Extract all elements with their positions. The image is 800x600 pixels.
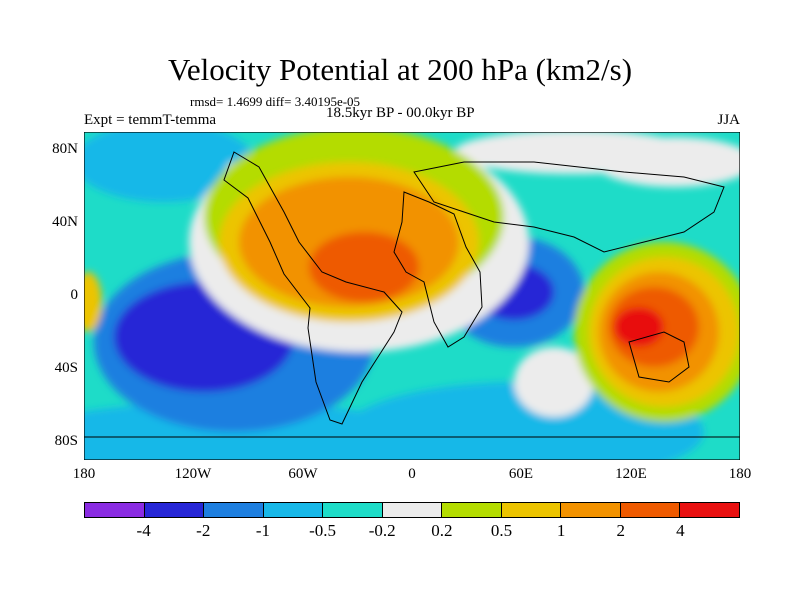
stats-label: rmsd= 1.4699 diff= 3.40195e-05: [190, 94, 361, 109]
colorbar-segment: [442, 503, 502, 517]
x-tick-180e: 180: [728, 466, 752, 482]
colorbar-label: 2: [616, 521, 625, 540]
colorbar-label: -0.5: [309, 521, 336, 540]
colorbar-label: 4: [676, 521, 685, 540]
australia-coast: [628, 331, 690, 383]
y-tick-40s: 40S: [54, 360, 78, 376]
colorbar-label: 1: [556, 521, 566, 540]
x-tick-120w: 120W: [174, 466, 212, 482]
field-shading: [84, 132, 740, 460]
eurasia-coast: [413, 161, 725, 253]
y-tick-80s: 80S: [54, 433, 78, 449]
velocity-potential-map: [84, 132, 740, 460]
coastlines: [84, 151, 740, 438]
season-label: JJA: [717, 112, 740, 128]
y-tick-40n: 40N: [52, 214, 78, 230]
x-tick-120e: 120E: [615, 466, 647, 482]
x-tick-180w: 180: [72, 466, 96, 482]
x-tick-60w: 60W: [288, 466, 318, 482]
colorbar-segment: [85, 503, 145, 517]
x-tick-60e: 60E: [508, 466, 534, 482]
x-tick-0: 0: [408, 466, 416, 482]
colorbar-segment: [204, 503, 264, 517]
plot-title: Velocity Potential at 200 hPa (km2/s): [167, 52, 633, 87]
y-tick-0: 0: [70, 287, 79, 303]
colorbar-segment: [680, 503, 740, 517]
period-label: 18.5kyr BP - 00.0kyr BP: [326, 105, 475, 121]
colorbar-label: -0.2: [368, 521, 396, 540]
colorbar-label: -1: [255, 521, 270, 540]
colorbar-segment: [501, 503, 562, 517]
americas-coast: [223, 151, 403, 425]
colorbar-label: -2: [196, 521, 211, 540]
colorbar-label: -4: [136, 521, 151, 540]
africa-coast: [393, 191, 483, 348]
colorbar: [84, 502, 740, 518]
colorbar-segment: [561, 503, 621, 517]
colorbar-label: 0.2: [431, 521, 453, 540]
colorbar-segment: [323, 503, 383, 517]
colorbar-segment: [263, 503, 324, 517]
y-tick-80n: 80N: [52, 141, 78, 157]
colorbar-segment: [144, 503, 205, 517]
colorbar-segment: [620, 503, 681, 517]
colorbar-label: 0.5: [490, 521, 513, 540]
experiment-label: Expt = temmT-temma: [84, 112, 217, 128]
colorbar-segment: [382, 503, 443, 517]
